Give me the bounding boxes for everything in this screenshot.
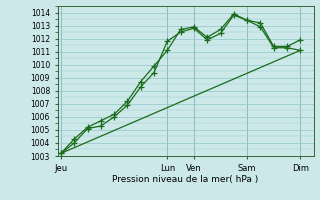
X-axis label: Pression niveau de la mer( hPa ): Pression niveau de la mer( hPa ) [112,175,259,184]
